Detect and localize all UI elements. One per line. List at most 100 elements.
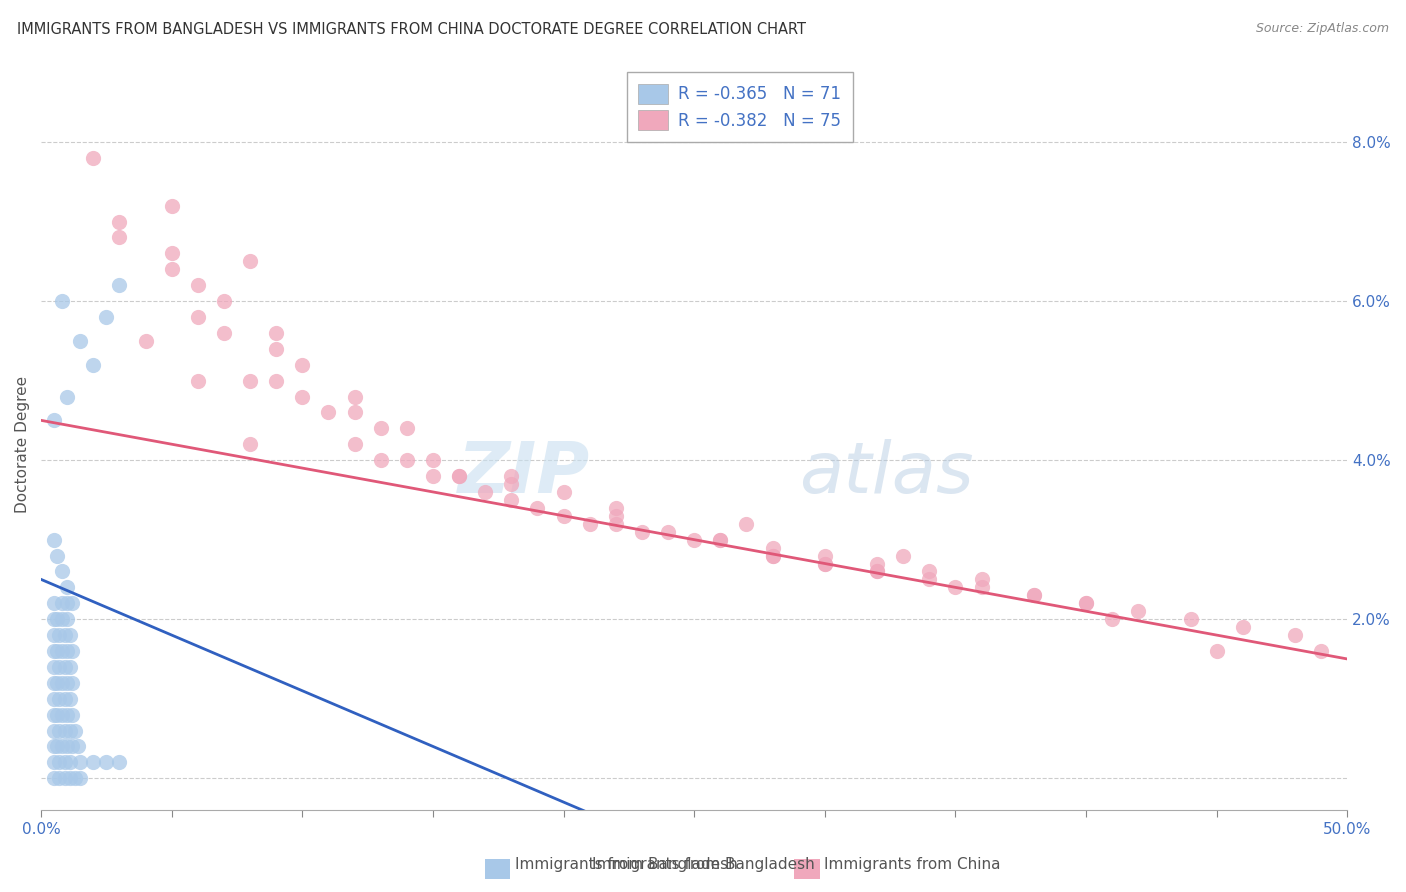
Point [44, 675, 66, 690]
Point [395, 453, 418, 467]
Point [45, 675, 67, 690]
Point [526, 500, 548, 515]
Point [53, 628, 76, 642]
Point [44, 612, 66, 626]
Point [370, 421, 392, 435]
Point [553, 484, 575, 499]
Point [631, 524, 654, 539]
Point [44, 644, 66, 658]
Point [56, 707, 79, 722]
Point [51, 596, 73, 610]
Point [44, 756, 66, 770]
Point [709, 533, 731, 547]
Point [56, 580, 79, 594]
Point [44, 739, 66, 754]
Point [1205, 644, 1227, 658]
Point [82, 151, 104, 165]
Point [1074, 596, 1097, 610]
Point [62, 707, 84, 722]
Point [1232, 620, 1254, 634]
Point [44, 691, 66, 706]
Point [343, 405, 366, 419]
Point [291, 358, 314, 372]
Point [63, 771, 86, 785]
Point [108, 230, 131, 244]
Point [45, 612, 67, 626]
Point [1284, 628, 1306, 642]
Point [501, 469, 523, 483]
Point [96, 756, 118, 770]
Text: atlas: atlas [799, 439, 973, 508]
Point [69, 334, 91, 348]
Point [56, 739, 79, 754]
Point [866, 565, 889, 579]
Point [605, 500, 627, 515]
Point [56, 612, 79, 626]
Text: Immigrants from Bangladesh: Immigrants from Bangladesh [515, 857, 737, 872]
Point [135, 334, 157, 348]
Point [866, 565, 889, 579]
Point [814, 549, 837, 563]
Point [970, 573, 993, 587]
Point [44, 596, 66, 610]
Text: Immigrants from Bangladesh: Immigrants from Bangladesh [592, 857, 814, 872]
Point [814, 557, 837, 571]
Point [761, 549, 783, 563]
Point [108, 278, 131, 293]
Point [51, 644, 73, 658]
Point [108, 756, 131, 770]
Point [970, 580, 993, 594]
Point [866, 557, 889, 571]
Point [474, 484, 496, 499]
Point [318, 405, 340, 419]
Point [48, 723, 70, 738]
Point [63, 723, 86, 738]
Point [291, 390, 314, 404]
Point [44, 723, 66, 738]
Point [160, 199, 183, 213]
Point [160, 262, 183, 277]
Legend: R = -0.365   N = 71, R = -0.382   N = 75: R = -0.365 N = 71, R = -0.382 N = 75 [627, 72, 853, 142]
Point [187, 310, 209, 324]
Point [56, 596, 79, 610]
Point [761, 549, 783, 563]
Point [239, 254, 262, 268]
Text: IMMIGRANTS FROM BANGLADESH VS IMMIGRANTS FROM CHINA DOCTORATE DEGREE CORRELATION: IMMIGRANTS FROM BANGLADESH VS IMMIGRANTS… [17, 22, 806, 37]
Point [59, 723, 82, 738]
Point [422, 469, 444, 483]
Point [891, 549, 914, 563]
Point [683, 533, 706, 547]
Point [51, 739, 73, 754]
Point [45, 549, 67, 563]
Point [657, 524, 679, 539]
Point [62, 596, 84, 610]
Point [264, 374, 287, 388]
Point [578, 516, 600, 531]
Point [343, 437, 366, 451]
Point [501, 477, 523, 491]
Point [53, 723, 76, 738]
Point [239, 437, 262, 451]
Point [66, 739, 89, 754]
Point [69, 771, 91, 785]
Point [62, 739, 84, 754]
Point [53, 771, 76, 785]
Point [1310, 644, 1333, 658]
Point [48, 628, 70, 642]
Point [53, 756, 76, 770]
Point [422, 453, 444, 467]
Point [187, 278, 209, 293]
Point [59, 660, 82, 674]
Point [51, 565, 73, 579]
Point [709, 533, 731, 547]
Point [48, 691, 70, 706]
Point [59, 771, 82, 785]
Point [605, 508, 627, 523]
Point [212, 326, 235, 340]
Point [48, 771, 70, 785]
Point [48, 660, 70, 674]
Point [160, 246, 183, 260]
Point [108, 214, 131, 228]
Point [59, 756, 82, 770]
Point [56, 390, 79, 404]
